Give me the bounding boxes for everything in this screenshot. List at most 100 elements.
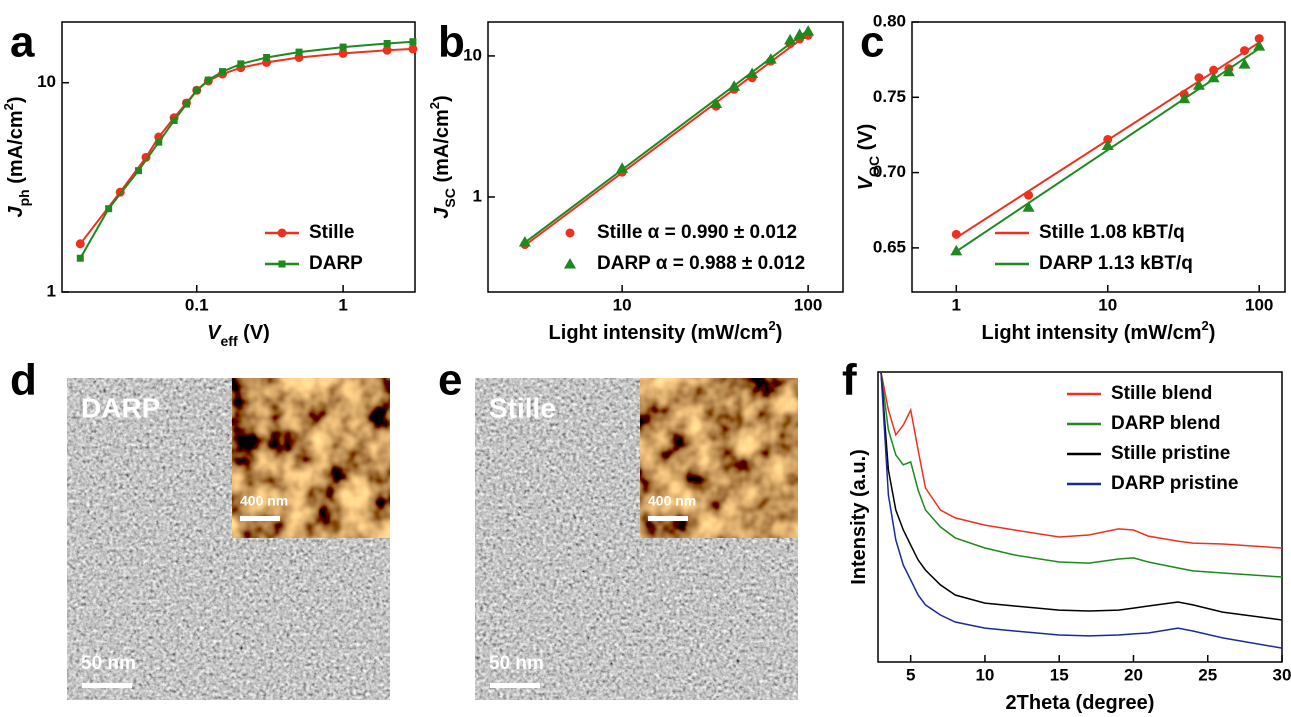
marker: [339, 43, 347, 51]
axis-label: Light intensity (mW/cm2): [982, 318, 1216, 344]
panel-letter: c: [860, 18, 884, 67]
panel-letter: f: [842, 356, 857, 405]
legend-label: Stille blend: [1111, 383, 1212, 404]
axis-label-part: 2: [1202, 318, 1209, 333]
series-line: [79, 47, 413, 245]
marker: [263, 53, 271, 61]
afm-inset: [640, 378, 798, 538]
marker: [1022, 201, 1035, 212]
marker: [1253, 40, 1266, 51]
axis-label-part: 2Theta (degree): [1006, 692, 1155, 714]
axis-label-part: V: [855, 175, 877, 190]
legend-label: DARP 1.13 kBT/q: [1039, 253, 1193, 274]
x-tick-label: 15: [1050, 665, 1069, 684]
axis-label-part: (V): [855, 124, 877, 156]
marker: [518, 235, 531, 247]
scale-label: 50 nm: [489, 653, 544, 674]
legend-label: Stille α = 0.990 ± 0.012: [597, 222, 797, 243]
scale-bar: [490, 683, 540, 688]
marker: [219, 68, 227, 76]
marker: [383, 39, 391, 47]
x-tick-label: 1: [338, 295, 347, 314]
marker: [728, 80, 741, 91]
y-tick-label: 10: [37, 72, 56, 91]
x-tick-label: 5: [906, 665, 915, 684]
panel-letter: d: [10, 356, 37, 405]
marker: [1222, 65, 1235, 77]
axis-label-part: ): [776, 322, 783, 344]
panel-letter: e: [438, 356, 462, 405]
marker: [155, 138, 163, 146]
x-tick-label: 30: [1273, 665, 1291, 684]
axis-label-part: Light intensity (mW/cm: [982, 322, 1202, 344]
axis-label-part: Intensity (a.u.): [848, 449, 870, 585]
x-tick-label: 25: [1198, 665, 1217, 684]
inset-scale-label: 400 nm: [240, 493, 288, 509]
panel-letter: a: [10, 18, 35, 67]
series-line: [880, 371, 1283, 549]
marker: [135, 167, 143, 175]
legend-label: DARP: [309, 253, 363, 274]
x-tick-label: 100: [794, 295, 822, 314]
marker: [802, 25, 815, 36]
legend-label: DARP blend: [1111, 413, 1220, 434]
axis-label-part: 2: [1, 103, 16, 110]
marker: [193, 86, 201, 94]
x-tick-label: 10: [613, 295, 632, 314]
marker: [1209, 65, 1219, 75]
marker: [764, 53, 777, 64]
axis-label-part: SC: [442, 188, 458, 207]
y-tick-label: 0.80: [873, 11, 906, 30]
marker: [1101, 139, 1114, 150]
marker: [1254, 34, 1264, 44]
marker: [1178, 92, 1191, 104]
x-tick-label: 10: [1098, 295, 1117, 314]
axis-label: 2Theta (degree): [1006, 692, 1155, 714]
image-label: Stille: [489, 392, 556, 423]
axis-label: Jph (mA/cm2): [1, 96, 32, 217]
marker: [1103, 134, 1113, 144]
axis-label-part: eff: [221, 333, 238, 349]
scale-bar: [82, 683, 132, 688]
marker: [950, 244, 963, 256]
y-tick-label: 10: [463, 45, 482, 64]
marker: [1238, 58, 1251, 69]
marker: [237, 60, 245, 68]
marker: [1194, 73, 1204, 83]
marker: [75, 239, 85, 249]
axis-label: Veff (V): [207, 322, 270, 348]
axis-label: JSC (mA/cm2): [427, 95, 458, 218]
marker: [182, 100, 190, 108]
y-tick-label: 0.70: [873, 162, 906, 181]
axis-label-part: ): [1209, 322, 1216, 344]
x-tick-label: 20: [1124, 665, 1143, 684]
legend-marker: [565, 228, 575, 238]
x-tick-label: 100: [1245, 295, 1273, 314]
series-line: [79, 40, 413, 259]
x-tick-label: 0.1: [185, 295, 209, 314]
axis-label-part: 2: [769, 318, 776, 333]
marker: [784, 33, 797, 45]
axis-label-part: V: [207, 322, 222, 344]
marker: [382, 45, 392, 55]
marker: [105, 205, 113, 213]
axis-label-part: Light intensity (mW/cm: [549, 322, 769, 344]
x-tick-label: 10: [975, 665, 994, 684]
marker: [170, 116, 178, 124]
marker: [793, 28, 806, 39]
marker: [951, 229, 961, 239]
axis-label-part: ): [5, 96, 27, 103]
legend-label: DARP pristine: [1111, 473, 1238, 494]
legend-label: Stille pristine: [1111, 443, 1230, 464]
series-line: [880, 371, 1283, 621]
marker: [76, 254, 84, 262]
axis-label-part: 2: [427, 102, 442, 109]
panel-letter: b: [438, 18, 465, 67]
axis-label-part: J: [5, 206, 27, 218]
axis-label-part: (V): [238, 322, 270, 344]
scale-label: 50 nm: [81, 653, 136, 674]
marker: [1192, 79, 1205, 90]
image-label: DARP: [81, 392, 160, 423]
marker: [1240, 46, 1250, 56]
